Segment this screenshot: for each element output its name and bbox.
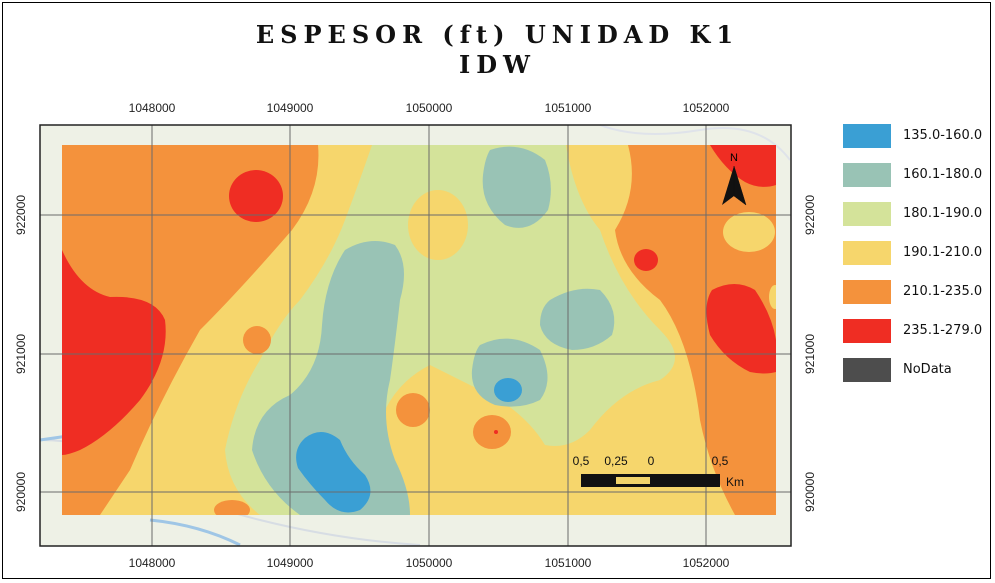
scale-label: 0,5 (712, 454, 729, 468)
zone-235-279-east (706, 284, 776, 374)
scale-unit: Km (726, 475, 744, 489)
x-tick-bottom: 1049000 (267, 556, 314, 570)
zone-160-180-east (540, 288, 615, 350)
north-label: N (730, 152, 738, 164)
zone-210-235-west (62, 145, 319, 515)
zone-235-279-north (229, 170, 283, 222)
legend-swatch (843, 319, 891, 343)
legend-label: 160.1-180.0 (903, 167, 983, 182)
legend-swatch (843, 358, 891, 382)
map-neatline (39, 124, 792, 547)
legend-item: 190.1-210.0 (843, 241, 993, 265)
zone-135-160-central (494, 378, 522, 402)
scale-label: 0,5 (573, 454, 590, 468)
legend-item: 210.1-235.0 (843, 280, 993, 304)
x-tick-top: 1048000 (129, 101, 176, 115)
map-subtitle: IDW (459, 50, 536, 79)
legend-label: 210.1-235.0 (903, 284, 983, 299)
basemap-road (599, 124, 791, 161)
legend-label: 235.1-279.0 (903, 323, 983, 338)
legend-swatch (843, 280, 891, 304)
y-tick-left: 922000 (14, 195, 28, 235)
y-tick-left: 921000 (14, 334, 28, 374)
zone-190-210-east (723, 212, 775, 252)
zone-210-235-spot-4 (214, 500, 250, 515)
legend-item: 135.0-160.0 (843, 124, 993, 148)
scale-label: 0 (648, 454, 655, 468)
zone-210-235-spot-2 (396, 393, 430, 427)
legend-label: 180.1-190.0 (903, 206, 983, 221)
zone-190-210-edge (769, 285, 776, 309)
map-title: ESPESOR (ft) UNIDAD K1 (255, 20, 740, 49)
basemap-river (149, 518, 241, 547)
zone-190-210-north (408, 190, 468, 260)
idw-surface (62, 145, 776, 515)
zone-235-279-west (62, 250, 166, 455)
legend-swatch (843, 202, 891, 226)
zone-160-180-south (471, 338, 548, 407)
zone-235-279-dot (494, 430, 498, 434)
legend-swatch (843, 163, 891, 187)
legend-item: 180.1-190.0 (843, 202, 993, 226)
zone-210-235-spot-3 (473, 415, 511, 449)
legend-label: 190.1-210.0 (903, 245, 983, 260)
y-tick-right: 922000 (803, 195, 817, 235)
north-arrow-icon: N (722, 152, 747, 206)
x-tick-bottom: 1048000 (129, 556, 176, 570)
y-tick-right: 920000 (803, 472, 817, 512)
zone-160-180-north (482, 146, 551, 228)
x-tick-bottom: 1050000 (406, 556, 453, 570)
legend-swatch (843, 124, 891, 148)
scale-label: 0,25 (604, 454, 628, 468)
x-tick-top: 1052000 (683, 101, 730, 115)
x-tick-top: 1050000 (406, 101, 453, 115)
legend-label: 135.0-160.0 (903, 128, 983, 143)
scale-bar: 0,5 0,25 0 0,5 Km (573, 454, 744, 489)
zone-210-235-spot-1 (243, 326, 271, 354)
legend-swatch (843, 241, 891, 265)
zone-235-279-small (634, 249, 658, 271)
legend-item: 160.1-180.0 (843, 163, 993, 187)
y-tick-right: 921000 (803, 334, 817, 374)
zone-160-180-central (252, 241, 410, 515)
x-tick-bottom: 1051000 (545, 556, 592, 570)
legend-label: NoData (903, 362, 952, 377)
x-tick-bottom: 1052000 (683, 556, 730, 570)
legend-item: NoData (843, 358, 993, 382)
x-tick-top: 1051000 (545, 101, 592, 115)
y-tick-left: 920000 (14, 472, 28, 512)
x-tick-top: 1049000 (267, 101, 314, 115)
zone-235-279-northeast (710, 145, 776, 187)
legend-item: 235.1-279.0 (843, 319, 993, 343)
